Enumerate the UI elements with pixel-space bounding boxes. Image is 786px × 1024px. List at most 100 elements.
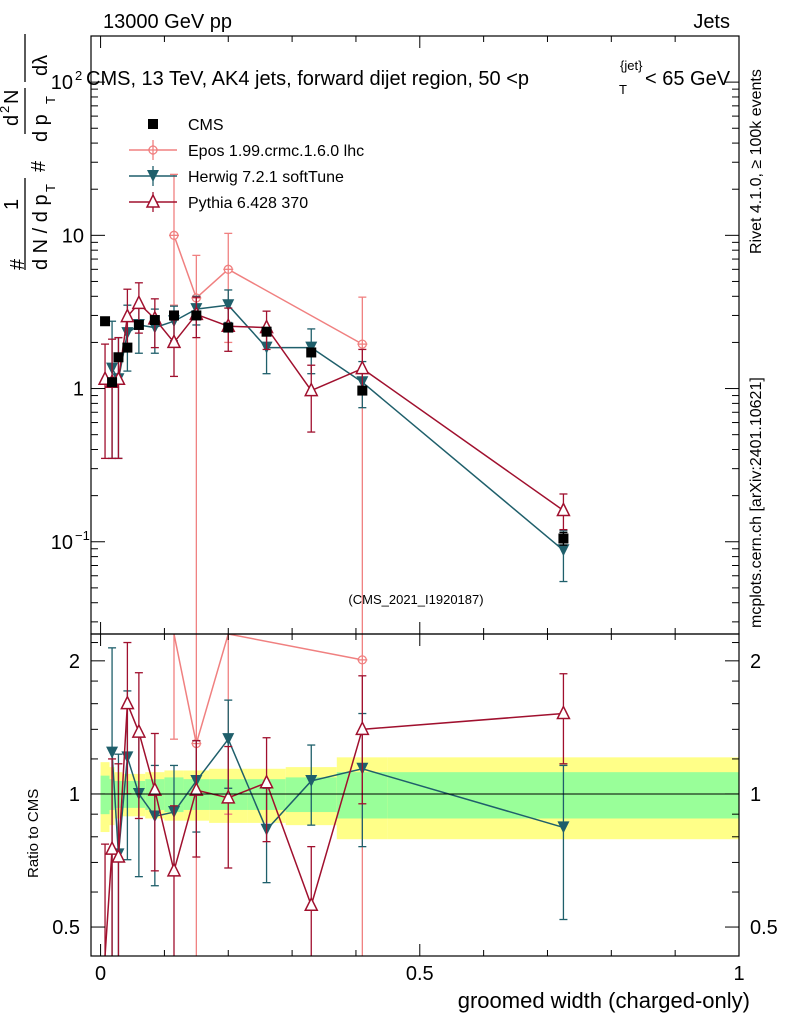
y-label-two: 2 — [0, 106, 12, 113]
ratio-plot-frame — [90, 633, 740, 957]
ratio-point-pythia — [147, 781, 163, 796]
chart-title-sup: {jet} — [620, 58, 643, 73]
y-label-t2: T — [43, 96, 58, 104]
ratio-line-epos — [173, 633, 363, 744]
y-label-d: d — [1, 115, 23, 126]
ratio-point-herwig — [222, 733, 235, 746]
mcplots-label: mcplots.cern.ch [arXiv:2401.10621] — [748, 377, 765, 628]
ratio-point-herwig — [106, 746, 119, 759]
ratio-point-pythia — [131, 723, 147, 738]
ratio-point-pythia — [304, 896, 319, 912]
ratio-tick-label-left: 1 — [69, 784, 80, 806]
band-inner-bin — [100, 775, 110, 815]
legend-marker-cms — [148, 119, 158, 129]
ratio-point-pythia — [111, 848, 126, 863]
data-point-epos — [168, 230, 179, 241]
data-point-pythia — [355, 359, 370, 375]
analysis-watermark: (CMS_2021_I1920187) — [348, 592, 483, 607]
y-label-hash-2: # — [28, 160, 50, 172]
ratio-point-pythia — [259, 774, 274, 789]
y-tick-label: 10 — [51, 72, 73, 94]
legend-marker-epos — [148, 145, 158, 155]
y-tick-label: 1 — [73, 379, 84, 401]
y-axis-label: # 1 d N / d p T # d 2 N d p T dλ — [0, 34, 58, 270]
series-line-epos — [173, 235, 363, 345]
data-point-cms — [306, 347, 317, 358]
y-label-n: N — [1, 90, 23, 104]
legend-marker-pythia — [145, 193, 161, 208]
data-point-cms — [100, 316, 111, 327]
ratio-point-pythia — [221, 789, 236, 804]
y-tick-exponent: −1 — [75, 528, 90, 543]
data-point-cms — [261, 326, 272, 337]
data-point-cms — [113, 352, 124, 363]
ratio-tick-label-left: 2 — [69, 651, 80, 673]
ratio-tick-label-right: 2 — [750, 651, 761, 673]
y-label-hash-1: # — [7, 258, 29, 270]
y-label-one: 1 — [1, 199, 23, 210]
ratio-tick-label-right: 1 — [750, 784, 761, 806]
data-point-cms — [223, 322, 234, 333]
y-label-t1: T — [43, 184, 58, 192]
legend-marker-herwig — [147, 170, 159, 182]
data-point-cms — [558, 533, 569, 544]
x-tick-label: 0 — [95, 963, 106, 985]
data-point-epos — [357, 339, 368, 350]
data-point-cms — [168, 310, 179, 321]
chart-title: CMS, 13 TeV, AK4 jets, forward dijet reg… — [86, 58, 731, 97]
y-tick-label: 10 — [51, 532, 73, 554]
ratio-plot — [101, 633, 571, 957]
ratio-point-pythia — [189, 781, 204, 796]
data-point-epos — [223, 264, 234, 275]
ratio-tick-label-left: 0.5 — [52, 917, 80, 939]
y-label-dlambda: dλ — [30, 55, 52, 76]
legend: CMS Epos 1.99.crmc.1.6.0 lhc Herwig 7.2.… — [129, 117, 364, 212]
data-point-cms — [122, 342, 133, 353]
ratio-series-pythia — [101, 641, 571, 957]
rivet-label: Rivet 4.1.0, ≥ 100k events — [748, 69, 765, 254]
ratio-y-axis-label: Ratio to CMS — [25, 789, 42, 878]
data-point-herwig — [557, 544, 570, 557]
ratio-point-pythia — [556, 704, 571, 720]
data-point-cms — [133, 319, 144, 330]
x-tick-label: 0.5 — [406, 963, 434, 985]
ratio-tick-label-right: 0.5 — [750, 917, 778, 939]
y-tick-label: 10 — [62, 225, 84, 247]
legend-label-epos: Epos 1.99.crmc.1.6.0 lhc — [188, 143, 364, 160]
data-point-cms — [149, 315, 160, 326]
series-line-herwig — [111, 304, 564, 551]
data-point-pythia — [166, 333, 182, 349]
data-point-pythia — [304, 381, 319, 397]
data-point-pythia — [131, 294, 147, 310]
legend-label-cms: CMS — [188, 117, 224, 134]
data-point-cms — [357, 385, 368, 396]
ratio-line-herwig — [111, 737, 564, 855]
ratio-point-herwig — [557, 821, 570, 834]
data-point-pythia — [556, 501, 571, 517]
data-point-pythia — [120, 307, 135, 323]
ratio-point-pythia — [120, 695, 135, 710]
header-left: 13000 GeV pp — [103, 11, 232, 33]
data-point-cms — [107, 377, 118, 388]
y-label-dndpt: d N / d p — [30, 194, 52, 270]
main-plot — [97, 173, 571, 634]
chart-title-main: CMS, 13 TeV, AK4 jets, forward dijet reg… — [86, 68, 529, 90]
x-tick-label: 1 — [733, 963, 744, 985]
ratio-point-pythia — [166, 862, 182, 877]
legend-label-pythia: Pythia 6.428 370 — [188, 195, 308, 212]
ratio-point-herwig — [305, 774, 318, 787]
ratio-point-pythia — [355, 720, 370, 736]
ratio-point-pythia — [104, 840, 120, 855]
data-point-herwig — [222, 299, 235, 312]
x-axis-label: groomed width (charged-only) — [458, 988, 750, 1013]
header-right: Jets — [693, 11, 730, 33]
series-cms — [100, 310, 569, 546]
chart-title-tail: < 65 GeV — [645, 68, 731, 90]
data-point-cms — [191, 310, 202, 321]
legend-label-herwig: Herwig 7.2.1 softTune — [188, 169, 344, 186]
chart-title-sub: T — [619, 82, 627, 97]
y-tick-exponent: 2 — [75, 68, 82, 83]
ratio-point-epos — [357, 654, 368, 665]
